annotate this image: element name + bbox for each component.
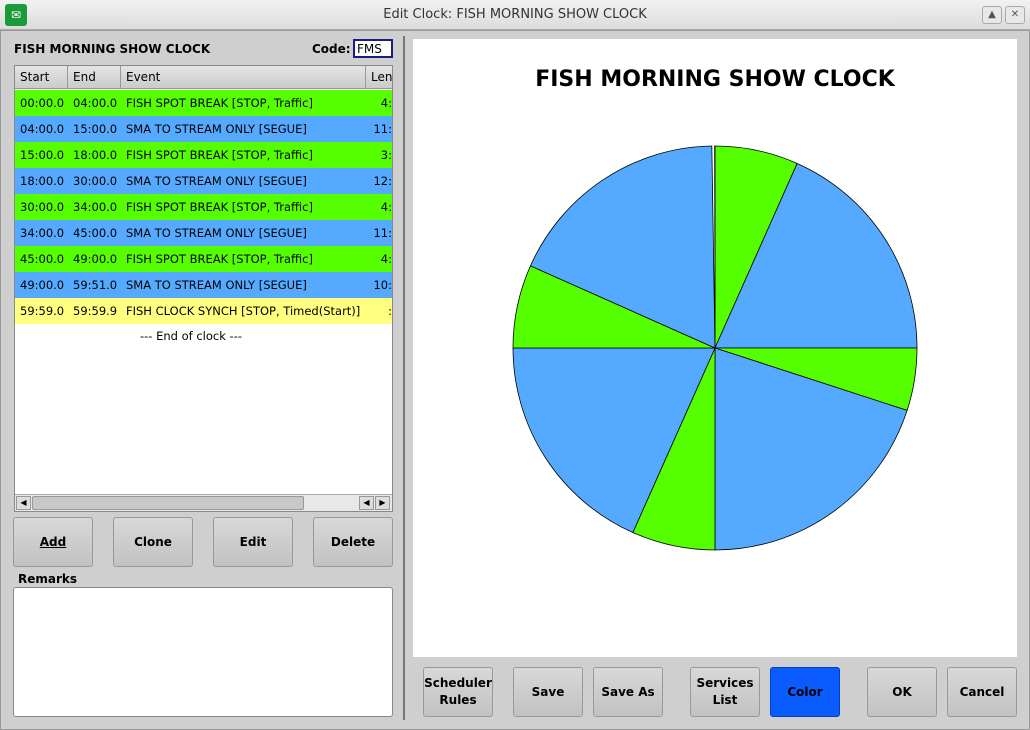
cell-event: FISH SPOT BREAK [STOP, Traffic] <box>126 200 313 214</box>
events-list[interactable]: Start End Event Len 00:00.0 04:00.0 FISH S… <box>14 65 393 512</box>
cell-end: 59:51.0 <box>73 278 118 292</box>
chart-title: FISH MORNING SHOW CLOCK <box>535 67 895 92</box>
cell-start: 04:00.0 <box>20 122 65 136</box>
pie-slice <box>512 347 716 534</box>
cell-start: 49:00.0 <box>20 278 65 292</box>
pie-slice <box>714 162 918 349</box>
table-row[interactable]: 18:00.0 30:00.0 SMA TO STREAM ONLY [SEGUE]… <box>15 168 392 194</box>
cell-start: 18:00.0 <box>20 174 65 188</box>
cell-event: SMA TO STREAM ONLY [SEGUE] <box>126 174 307 188</box>
list-header: Start End Event Len <box>15 66 393 89</box>
clone-button[interactable]: Clone <box>113 517 193 567</box>
cell-event: SMA TO STREAM ONLY [SEGUE] <box>126 278 307 292</box>
table-row[interactable]: 49:00.0 59:51.0 SMA TO STREAM ONLY [SEGUE]… <box>15 272 392 298</box>
cell-end: 18:00.0 <box>73 148 118 162</box>
app-logo-icon: ✉ <box>5 4 27 26</box>
code-label: Code: <box>312 42 351 56</box>
cell-len: : <box>388 304 392 318</box>
table-row[interactable]: 59:59.0 59:59.9 FISH CLOCK SYNCH [STOP, Ti… <box>15 298 392 324</box>
scroll-left-icon[interactable]: ◀ <box>16 496 31 510</box>
cell-end: 49:00.0 <box>73 252 118 266</box>
column-end[interactable]: End <box>68 66 121 89</box>
splitter[interactable] <box>403 36 405 720</box>
window-title: Edit Clock: FISH MORNING SHOW CLOCK <box>383 7 647 22</box>
cell-len: 11: <box>373 226 392 240</box>
scrollbar-thumb[interactable] <box>32 496 304 510</box>
edit-button[interactable]: Edit <box>213 517 293 567</box>
cell-event: FISH SPOT BREAK [STOP, Traffic] <box>126 148 313 162</box>
cancel-button[interactable]: Cancel <box>947 667 1017 717</box>
cell-event: SMA TO STREAM ONLY [SEGUE] <box>126 226 307 240</box>
column-len[interactable]: Len <box>371 70 393 84</box>
cell-end: 34:00.0 <box>73 200 118 214</box>
remarks-textarea[interactable] <box>13 587 393 717</box>
cell-len: 4: <box>380 252 392 266</box>
table-row[interactable]: 04:00.0 15:00.0 SMA TO STREAM ONLY [SEGUE]… <box>15 116 392 142</box>
services-list-button[interactable]: Services List <box>690 667 760 717</box>
column-event[interactable]: Event <box>121 66 366 89</box>
scroll-right-icon[interactable]: ▶ <box>375 496 390 510</box>
cell-start: 34:00.0 <box>20 226 65 240</box>
table-row[interactable]: 34:00.0 45:00.0 SMA TO STREAM ONLY [SEGUE]… <box>15 220 392 246</box>
table-row[interactable]: 45:00.0 49:00.0 FISH SPOT BREAK [STOP, Tra… <box>15 246 392 272</box>
horizontal-scrollbar[interactable]: ◀ ◀ ▶ <box>15 494 392 511</box>
cell-end: 15:00.0 <box>73 122 118 136</box>
cell-len: 4: <box>380 96 392 110</box>
scheduler-rules-button[interactable]: Scheduler Rules <box>423 667 493 717</box>
color-button[interactable]: Color <box>770 667 840 717</box>
save-button[interactable]: Save <box>513 667 583 717</box>
clock-name: FISH MORNING SHOW CLOCK <box>14 42 211 56</box>
cell-end: 30:00.0 <box>73 174 118 188</box>
cell-event: FISH CLOCK SYNCH [STOP, Timed(Start)] <box>126 304 361 318</box>
cell-len: 3: <box>380 148 392 162</box>
cell-end: 45:00.0 <box>73 226 118 240</box>
scroll-left-icon[interactable]: ◀ <box>359 496 374 510</box>
cell-end: 59:59.9 <box>73 304 118 318</box>
clock-chart: FISH MORNING SHOW CLOCK <box>413 39 1017 657</box>
remarks-label: Remarks <box>18 572 78 586</box>
pie-slice <box>529 145 716 349</box>
maximize-icon[interactable]: ▲ <box>982 6 1002 24</box>
cell-len: 10: <box>373 278 392 292</box>
delete-button[interactable]: Delete <box>313 517 393 567</box>
title-bar: ✉ Edit Clock: FISH MORNING SHOW CLOCK ▲ … <box>0 0 1030 30</box>
add-button[interactable]: Add <box>13 517 93 567</box>
table-row[interactable]: 00:00.0 04:00.0 FISH SPOT BREAK [STOP, Tra… <box>15 90 392 116</box>
cell-start: 00:00.0 <box>20 96 65 110</box>
end-of-clock: --- End of clock --- <box>140 329 242 343</box>
pie-slice <box>714 347 908 551</box>
cell-event: FISH SPOT BREAK [STOP, Traffic] <box>126 96 313 110</box>
pie-chart <box>512 145 918 551</box>
cell-len: 11: <box>373 122 392 136</box>
save-as-button[interactable]: Save As <box>593 667 663 717</box>
cell-len: 12: <box>373 174 392 188</box>
column-start[interactable]: Start <box>15 66 68 89</box>
cell-start: 30:00.0 <box>20 200 65 214</box>
code-input[interactable]: FMS <box>353 39 393 58</box>
table-row[interactable]: 30:00.0 34:00.0 FISH SPOT BREAK [STOP, Tra… <box>15 194 392 220</box>
cell-event: FISH SPOT BREAK [STOP, Traffic] <box>126 252 313 266</box>
table-row[interactable]: 15:00.0 18:00.0 FISH SPOT BREAK [STOP, Tra… <box>15 142 392 168</box>
cell-start: 45:00.0 <box>20 252 65 266</box>
add-label: Add <box>39 534 67 549</box>
close-icon[interactable]: ✕ <box>1005 6 1025 24</box>
cell-len: 4: <box>380 200 392 214</box>
cell-start: 59:59.0 <box>20 304 65 318</box>
cell-event: SMA TO STREAM ONLY [SEGUE] <box>126 122 307 136</box>
cell-start: 15:00.0 <box>20 148 65 162</box>
cell-end: 04:00.0 <box>73 96 118 110</box>
ok-button[interactable]: OK <box>867 667 937 717</box>
